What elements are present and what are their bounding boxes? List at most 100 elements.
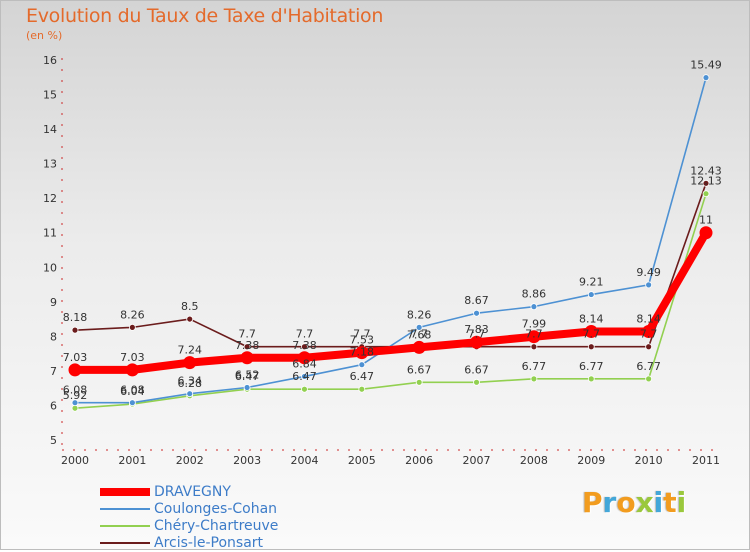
x-tick-label: 2002 [176,454,204,467]
data-point [186,390,194,398]
chart-data-labels: 8.18 8.26 8.5 7.7 7.7 7.7 7.7 7.7 7.7 7.7 7.7 12.43… [63,59,722,403]
data-label: 12.13 [690,175,722,188]
x-tick-label: 2009 [577,454,605,467]
legend-item: Coulonges-Cohan [100,501,430,518]
data-label: 6.52 [235,368,260,381]
data-label: 11 [699,214,713,227]
legend-label: Arcis-le-Ponsart [154,535,264,551]
data-point [645,343,653,351]
data-point [587,375,595,383]
y-tick-label: 7 [50,365,57,378]
y-tick-label: 13 [43,158,57,171]
y-tick-label: 12 [43,192,57,205]
logo-letter: P [582,486,603,519]
y-tick-label: 10 [43,261,57,274]
data-point [358,385,366,393]
data-point [702,74,710,82]
data-point [71,326,79,334]
data-point [71,399,79,407]
logo-letter: i [676,486,687,519]
series-line [74,193,707,410]
data-label: 7.18 [350,346,375,359]
logo-letter: x [635,486,654,519]
data-point [297,351,311,365]
data-label: 8.18 [63,311,88,324]
data-label: 7.24 [177,344,202,357]
data-point [642,325,656,339]
data-label: 6.04 [120,385,145,398]
data-point [470,335,484,349]
data-label: 6.67 [407,363,432,376]
data-label: 8.5 [181,300,199,313]
data-point [68,363,82,377]
data-label: 8.86 [522,288,547,301]
chart-series [68,74,713,412]
data-point [530,303,538,311]
data-label: 6.67 [464,363,489,376]
x-tick-label: 2001 [118,454,146,467]
y-tick-label: 8 [50,330,57,343]
data-point [71,404,79,412]
data-label: 8.26 [407,308,432,321]
data-label: 7.7 [296,328,314,341]
data-label: 7.83 [464,323,489,336]
data-label: 8.14 [579,313,604,326]
proxiti-logo: Proxiti [582,486,686,519]
legend-item: Arcis-le-Ponsart [100,535,430,552]
data-point [128,399,136,407]
data-point [125,363,139,377]
data-point [645,281,653,289]
data-label: 8.67 [464,294,489,307]
y-tick-label: 15 [43,89,57,102]
data-label: 6.28 [177,377,202,390]
x-tick-label: 2008 [520,454,548,467]
data-label: 15.49 [690,59,722,72]
data-label: 6.77 [636,360,661,373]
logo-letter: i [653,486,664,519]
data-point [530,343,538,351]
data-label: 7.7 [238,328,256,341]
data-point [183,356,197,370]
data-point [530,375,538,383]
data-label: 6.84 [292,357,317,370]
y-tick-label: 9 [50,296,57,309]
x-tick-label: 2006 [405,454,433,467]
data-point [415,323,423,331]
x-tick-label: 2011 [692,454,720,467]
data-label: 7.03 [120,351,145,364]
data-label: 6.08 [120,384,145,397]
data-point [587,343,595,351]
data-label: 6.77 [522,360,547,373]
data-point [584,325,598,339]
data-label: 6.08 [63,384,88,397]
x-tick-label: 2004 [290,454,318,467]
data-point [301,385,308,393]
data-point [301,373,308,380]
x-tick-label: 2005 [348,454,376,467]
data-label: 7.7 [583,328,601,341]
data-label: 9.49 [636,266,661,279]
series-line [74,183,707,348]
data-label: 8.14 [636,313,661,326]
data-point [415,378,423,386]
chart-unit: (en %) [26,29,63,42]
legend-item: DRAVEGNY [100,484,430,501]
data-point [699,226,713,240]
legend-swatch [100,525,150,527]
chart-legend: DRAVEGNY Coulonges-Cohan Chéry-Chartreuve A… [100,484,430,552]
data-label: 6.47 [350,370,375,383]
data-label: 7.7 [468,328,486,341]
data-point [473,309,480,317]
legend-item: Chéry-Chartreuve [100,518,430,535]
data-label: 6.34 [177,375,202,388]
data-point [473,378,480,386]
y-tick-label: 14 [43,123,57,136]
data-label: 7.7 [640,328,658,341]
data-point [412,340,426,354]
logo-letter: r [602,486,617,519]
data-label: 7.68 [407,328,432,341]
data-point [243,343,251,351]
data-point [186,315,194,323]
data-label: 7.7 [353,328,371,341]
